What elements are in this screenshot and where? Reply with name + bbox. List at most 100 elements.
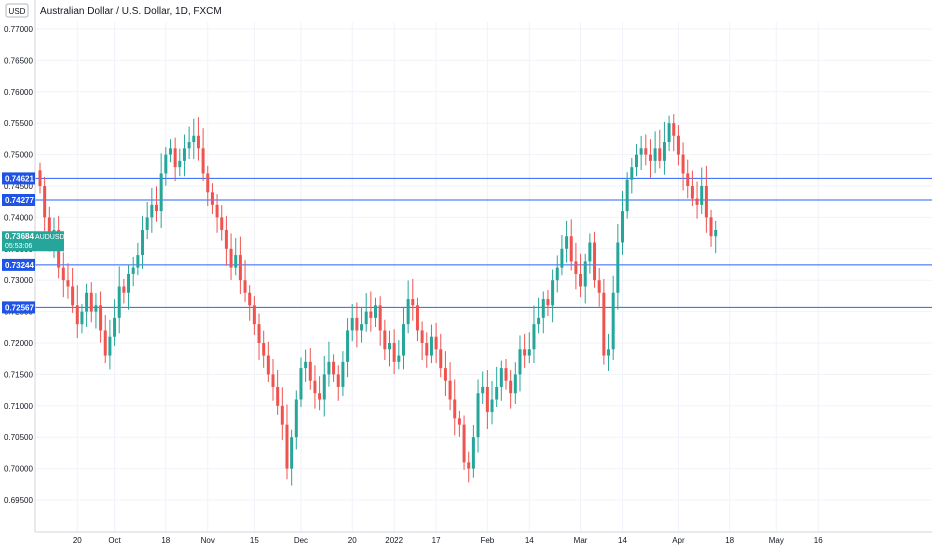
candle-down <box>467 462 471 469</box>
candle-down <box>99 305 103 331</box>
y-tick-label: 0.73000 <box>4 276 33 285</box>
candle-down <box>224 229 228 249</box>
candle-up <box>80 311 84 325</box>
candle-up <box>290 437 294 469</box>
horizontal-line-label-box <box>2 258 35 271</box>
candle-up <box>667 123 671 143</box>
candle-up <box>94 305 98 312</box>
currency-badge-box <box>5 3 29 18</box>
candle-down <box>262 343 266 356</box>
horizontal-line-label-box <box>2 301 35 314</box>
candle-up <box>364 311 368 325</box>
x-tick-label: Apr <box>672 536 685 545</box>
candle-up <box>551 280 555 306</box>
candle-down <box>210 192 214 205</box>
candle-up <box>304 361 308 369</box>
candle-down <box>201 148 205 174</box>
horizontal-line-label: 0.73244 <box>5 261 34 270</box>
candle-up <box>346 330 350 362</box>
candle-up <box>700 186 704 205</box>
candle-down <box>443 368 447 381</box>
candle-up <box>537 317 541 325</box>
candle-up <box>621 211 624 243</box>
candle-down <box>369 311 373 318</box>
horizontal-lines[interactable] <box>35 177 932 308</box>
candle-down <box>676 135 680 155</box>
candle-down <box>238 255 242 281</box>
candle-up <box>168 148 172 155</box>
candle-down <box>574 261 578 274</box>
candle-down <box>658 148 662 161</box>
x-tick-label: 16 <box>814 536 823 545</box>
grid <box>35 22 932 532</box>
candle-down <box>43 186 47 218</box>
y-tick-label: 0.76500 <box>4 56 33 65</box>
candle-up <box>192 135 196 143</box>
candle-down <box>457 418 461 425</box>
x-axis-ticks[interactable]: 20 Oct 18 Nov 15 Dec 20 2022 17 Feb 14 Mar 14 Apr 18 Ma… <box>73 536 823 545</box>
candle-down <box>266 355 270 375</box>
y-tick-label: 0.69500 <box>4 496 33 505</box>
x-tick-label: 20 <box>348 536 357 545</box>
candle-up <box>294 399 298 438</box>
candle-up <box>388 343 391 350</box>
candle-down <box>425 343 429 356</box>
horizontal-line-label-box <box>2 194 35 207</box>
candle-down <box>196 135 200 149</box>
candle-up <box>513 374 517 394</box>
candle-up <box>299 368 303 400</box>
candle-down <box>569 236 573 262</box>
candle-down <box>229 248 233 268</box>
candle-down <box>704 186 708 218</box>
candle-down <box>71 286 75 306</box>
candle-up <box>481 386 485 394</box>
candle-up <box>476 393 480 438</box>
x-tick-label: 18 <box>161 536 170 545</box>
candle-up <box>150 204 154 218</box>
y-tick-label: 0.77000 <box>4 25 33 34</box>
candle-up <box>662 142 666 161</box>
candle-down <box>415 305 419 331</box>
candle-down <box>485 386 489 413</box>
candle-up <box>322 374 326 400</box>
candle-up <box>182 148 186 161</box>
candle-up <box>555 267 559 281</box>
x-tick-label: 20 <box>73 536 82 545</box>
candle-up <box>588 242 592 262</box>
y-tick-label: 0.75500 <box>4 119 33 128</box>
candle-up <box>401 324 405 356</box>
y-tick-label: 0.71000 <box>4 402 33 411</box>
candle-up <box>327 361 331 375</box>
candle-down <box>593 242 597 281</box>
x-tick-label: 14 <box>525 536 534 545</box>
candle-down <box>66 280 70 287</box>
candle-up <box>611 292 615 350</box>
candle-down <box>602 292 606 356</box>
candle-up <box>187 142 191 149</box>
candle-up <box>141 229 145 256</box>
candle-up <box>499 368 503 387</box>
candle-down <box>648 154 652 161</box>
y-tick-label: 0.71500 <box>4 370 33 379</box>
y-axis-ticks[interactable]: 0.77000 0.76500 0.76000 0.75500 0.75000 0.745… <box>4 25 33 505</box>
y-tick-label: 0.74500 <box>4 182 33 191</box>
candle-down <box>318 393 322 400</box>
candle-down <box>280 405 284 425</box>
candle-up <box>127 273 131 293</box>
x-tick-label: Dec <box>294 536 308 545</box>
x-tick-label: 15 <box>250 536 259 545</box>
x-tick-label: 17 <box>432 536 441 545</box>
candle-down <box>686 173 690 186</box>
candle-down <box>644 148 648 155</box>
horizontal-line-label: 0.74621 <box>5 174 34 183</box>
candle-up <box>136 255 140 268</box>
y-tick-label: 0.70000 <box>4 465 33 474</box>
candle-up <box>625 179 629 212</box>
candle-up <box>234 255 238 268</box>
candle-down <box>462 424 466 463</box>
candle-up <box>131 267 135 274</box>
price-label-countdown: 05:53:06 <box>5 243 32 250</box>
candle-down <box>206 173 210 193</box>
